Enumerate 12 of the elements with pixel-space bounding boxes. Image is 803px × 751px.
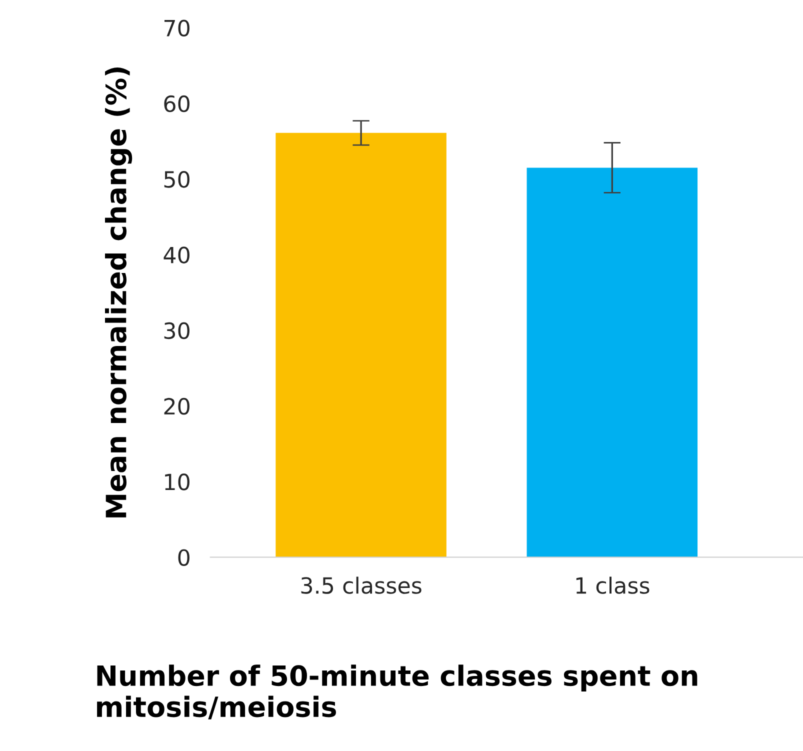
y-tick-label: 30 [164, 322, 190, 340]
y-tick-label: 60 [164, 95, 190, 112]
x-tick-label: 1 class [576, 576, 650, 594]
x-axis-title: Number of 50-minute classes spent on mitosis/meiosis [97, 664, 698, 720]
y-axis-title: Mean normalized change (%) [105, 67, 132, 518]
y-tick-label: 20 [164, 398, 190, 415]
y-tick-label: 10 [165, 474, 190, 490]
y-tick-label: 70 [164, 20, 190, 37]
y-tick-label: 50 [164, 171, 190, 188]
y-tick-label: 40 [164, 246, 190, 264]
x-tick-label: 3.5 classes [301, 576, 422, 594]
y-tick-label: 0 [178, 549, 190, 566]
